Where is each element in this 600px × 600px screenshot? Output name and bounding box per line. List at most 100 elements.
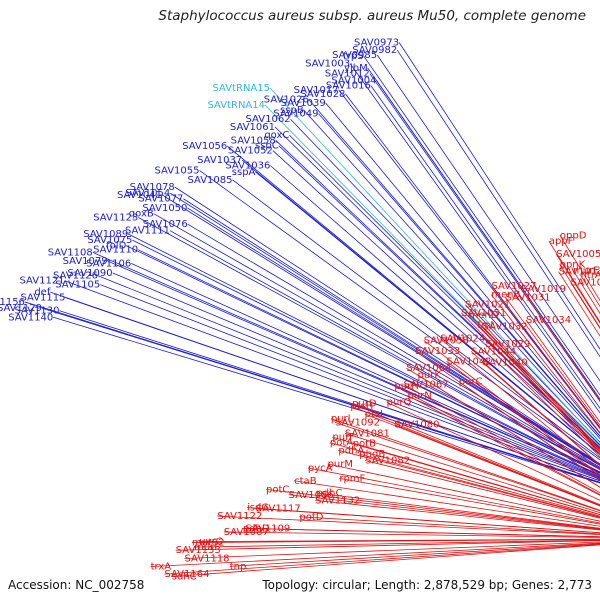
- reverse-gene-label: trxA: [151, 562, 172, 573]
- reverse-gene-leader-line: [316, 492, 600, 529]
- forward-gene-label: SAV0973: [354, 37, 399, 48]
- forward-gene-label: SAV1110: [93, 245, 138, 256]
- reverse-gene-leader-line: [403, 384, 600, 494]
- reverse-gene-leader-line: [334, 422, 600, 512]
- reverse-gene-leader-line: [350, 405, 600, 506]
- reverse-gene-label: murE: [573, 265, 600, 276]
- forward-gene-label: sspC: [255, 141, 279, 152]
- reverse-gene-label: purH: [394, 381, 418, 392]
- reverse-gene-leader-line: [171, 544, 600, 578]
- forward-gene-label: SAV1004: [331, 75, 376, 86]
- reverse-gene-label: phdB: [359, 449, 385, 460]
- reverse-gene-label: potD: [299, 512, 323, 523]
- forward-gene-leader-line: [363, 55, 600, 396]
- reverse-gene-label: oppD: [560, 230, 587, 241]
- forward-gene-leader-line: [398, 42, 600, 350]
- reverse-gene-label: SAV1092: [335, 417, 380, 428]
- forward-gene-label: SAV1111: [125, 226, 170, 237]
- reverse-gene-label: SAV1133: [176, 545, 221, 556]
- reverse-gene-leader-line: [338, 449, 600, 518]
- reverse-gene-label: SAV1109: [245, 523, 290, 534]
- forward-gene-label: SAV1108: [48, 247, 93, 258]
- forward-gene-label: sspB: [280, 105, 304, 116]
- reverse-gene-leader-line: [299, 516, 600, 535]
- rna-gene-leader-line: [264, 104, 600, 447]
- reverse-gene-label: SAV1021: [465, 300, 510, 311]
- forward-gene-label: trpS: [343, 51, 364, 62]
- forward-gene-leader-line: [241, 159, 600, 455]
- forward-gene-label: SAV1003: [305, 59, 350, 70]
- forward-gene-label: SAV1079: [63, 256, 108, 267]
- forward-gene-label: SAV1017: [294, 85, 339, 96]
- reverse-gene-leader-line: [199, 538, 600, 542]
- reverse-gene-label: isdG: [247, 503, 269, 514]
- reverse-gene-leader-line: [164, 543, 600, 575]
- reverse-gene-label: purL: [331, 414, 354, 425]
- forward-gene-leader-line: [199, 170, 600, 461]
- reverse-gene-label: purK: [418, 370, 442, 381]
- reverse-gene-leader-line: [191, 538, 600, 543]
- reverse-gene-leader-line: [559, 235, 600, 302]
- reverse-gene-label: SAV1014: [571, 277, 600, 288]
- reverse-gene-leader-line: [242, 527, 600, 538]
- reverse-gene-leader-line: [520, 288, 600, 403]
- forward-gene-label: SAV1061: [230, 122, 275, 133]
- rna-gene-label: SAVtRNA14: [208, 100, 266, 111]
- reverse-gene-leader-line: [265, 488, 600, 530]
- forward-gene-label: SAV1089: [83, 229, 128, 240]
- reverse-gene-leader-line: [482, 326, 600, 452]
- reverse-gene-label: purF: [332, 432, 355, 443]
- forward-gene-leader-line: [137, 249, 600, 474]
- reverse-gene-leader-line: [417, 374, 600, 488]
- reverse-gene-label: purD: [352, 399, 377, 410]
- reverse-gene-leader-line: [344, 432, 600, 514]
- reverse-gene-label: murI: [194, 542, 217, 553]
- forward-gene-label: SAV1126: [53, 271, 98, 282]
- reverse-gene-leader-line: [330, 418, 600, 511]
- forward-gene-label: folD: [106, 241, 126, 252]
- reverse-gene-leader-line: [194, 539, 600, 548]
- genome-summary-text: Topology: circular; Length: 2,878,529 bp…: [262, 578, 592, 592]
- reverse-gene-leader-line: [446, 361, 600, 477]
- forward-gene-leader-line: [289, 134, 600, 446]
- reverse-gene-leader-line: [394, 385, 600, 495]
- reverse-gene-label: SAV1013: [559, 267, 600, 278]
- reverse-gene-label: pycA: [308, 463, 333, 474]
- reverse-gene-label: tnp: [230, 561, 247, 572]
- reverse-gene-label: SAV1042: [447, 356, 492, 367]
- forward-gene-leader-line: [318, 113, 600, 438]
- reverse-gene-label: SAV1082: [365, 456, 410, 467]
- reverse-gene-label: ppnK: [560, 259, 586, 270]
- reverse-gene-label: SAV1081: [345, 428, 390, 439]
- forward-gene-label: SAV1140: [8, 312, 53, 323]
- reverse-gene-leader-line: [525, 319, 600, 423]
- reverse-gene-leader-line: [491, 285, 600, 430]
- reverse-gene-leader-line: [572, 270, 600, 315]
- reverse-gene-leader-line: [307, 467, 600, 524]
- forward-gene-leader-line: [53, 316, 600, 484]
- reverse-gene-label: SAV1024: [440, 334, 485, 345]
- forward-gene-leader-line: [128, 233, 600, 473]
- forward-gene-label: SAV1077: [138, 194, 183, 205]
- reverse-gene-label: purQ: [387, 397, 412, 408]
- reverse-gene-label: SAV1064: [406, 363, 451, 374]
- reverse-gene-label: fmt: [477, 320, 494, 331]
- rna-gene-leader-line: [269, 87, 600, 444]
- forward-gene-label: SAV1016: [326, 81, 371, 92]
- reverse-gene-leader-line: [439, 338, 600, 471]
- reverse-gene-label: potB: [353, 439, 376, 450]
- forward-gene-leader-line: [112, 272, 600, 478]
- reverse-gene-label: htrA: [581, 270, 600, 281]
- forward-gene-leader-line: [396, 49, 600, 358]
- reverse-gene-label: SAV1034: [526, 315, 571, 326]
- forward-gene-leader-line: [131, 262, 600, 476]
- forward-gene-label: SAV1129: [0, 303, 42, 314]
- forward-gene-label: yjbM: [344, 63, 368, 74]
- reverse-gene-label: SAV1118: [185, 554, 230, 565]
- forward-gene-leader-line: [41, 307, 600, 483]
- reverse-gene-leader-line: [505, 297, 600, 427]
- reverse-gene-label: SAV1040: [483, 357, 528, 368]
- reverse-gene-leader-line: [458, 381, 600, 481]
- forward-gene-label: SAV1076: [143, 219, 188, 230]
